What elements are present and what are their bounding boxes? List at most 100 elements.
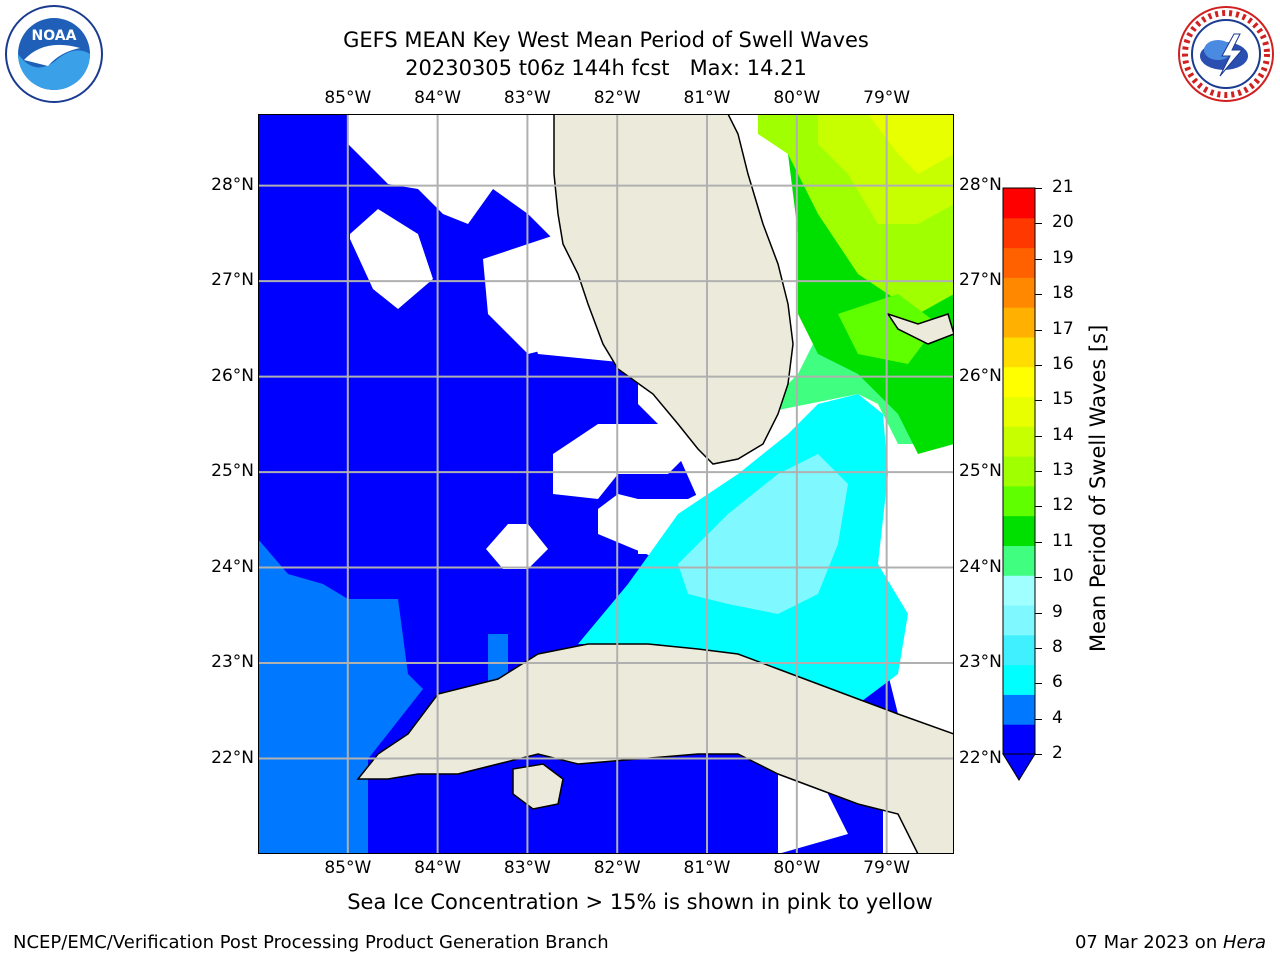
colorbar-segment bbox=[1003, 396, 1035, 427]
lon-tick-label-top: 84°W bbox=[414, 88, 462, 108]
colorbar-segment bbox=[1003, 426, 1035, 457]
colorbar-tick-label: 13 bbox=[1052, 460, 1074, 480]
swell-band-4-6 bbox=[258, 539, 423, 854]
colorbar-tick-mark bbox=[1035, 754, 1042, 755]
lat-tick-label-right: 25°N bbox=[959, 461, 1002, 482]
colorbar-tick-mark bbox=[1035, 612, 1042, 614]
lat-tick-label-right: 27°N bbox=[959, 270, 1002, 291]
colorbar-segment bbox=[1003, 247, 1035, 278]
mask-patch bbox=[778, 764, 848, 854]
colorbar-segment bbox=[1003, 485, 1035, 517]
footer-host: Hera bbox=[1222, 932, 1266, 953]
colorbar-segment bbox=[1003, 664, 1035, 695]
swell-band-11-12 bbox=[838, 294, 938, 364]
swell-band-4-6 bbox=[488, 634, 508, 684]
lat-tick-label-right: 28°N bbox=[959, 174, 1002, 195]
lon-tick-label-bottom: 83°W bbox=[503, 858, 551, 878]
lon-tick-label-top: 83°W bbox=[503, 88, 551, 108]
swell-band-8-9 bbox=[678, 454, 848, 614]
lon-tick-label-top: 79°W bbox=[863, 88, 911, 108]
colorbar-tick-label: 10 bbox=[1052, 566, 1074, 587]
colorbar bbox=[1002, 187, 1036, 781]
lon-tick-label-bottom: 80°W bbox=[773, 858, 821, 878]
lat-tick-label-left: 25°N bbox=[211, 461, 254, 482]
lon-tick-label-top: 82°W bbox=[593, 88, 641, 108]
colorbar-tick-label: 18 bbox=[1052, 283, 1074, 304]
colorbar-tick-label: 4 bbox=[1052, 707, 1063, 728]
colorbar-tick-mark bbox=[1035, 294, 1042, 296]
sea-ice-note: Sea Ice Concentration > 15% is shown in … bbox=[347, 890, 933, 914]
colorbar-segment bbox=[1003, 456, 1035, 487]
colorbar-tick-mark bbox=[1035, 541, 1042, 543]
colorbar-tick-label: 16 bbox=[1052, 353, 1074, 374]
colorbar-tick-mark bbox=[1035, 223, 1042, 225]
colorbar-tick-mark bbox=[1035, 471, 1042, 472]
colorbar-tick-label: 17 bbox=[1052, 318, 1074, 339]
colorbar-tick-label: 12 bbox=[1052, 495, 1074, 516]
colorbar-segment bbox=[1003, 515, 1035, 546]
colorbar-tick-mark bbox=[1035, 329, 1042, 331]
lat-tick-label-right: 22°N bbox=[959, 747, 1002, 768]
swell-band-13-14 bbox=[868, 114, 954, 174]
lon-tick-label-top: 80°W bbox=[773, 88, 821, 108]
lon-tick-label-bottom: 82°W bbox=[593, 858, 641, 878]
colorbar-segment bbox=[1003, 366, 1035, 398]
colorbar-segment bbox=[1003, 605, 1035, 636]
colorbar-segment bbox=[1003, 277, 1035, 308]
lat-tick-label-left: 27°N bbox=[211, 270, 254, 291]
chart-title-line2: 20230305 t06z 144h fcst Max: 14.21 bbox=[405, 56, 807, 80]
lat-tick-label-left: 23°N bbox=[211, 652, 254, 673]
lon-tick-label-top: 81°W bbox=[683, 88, 731, 108]
footer-date-text: 07 Mar 2023 on bbox=[1074, 932, 1223, 953]
colorbar-segment bbox=[1003, 575, 1035, 606]
colorbar-tick-mark bbox=[1035, 188, 1042, 189]
colorbar-tick-label: 9 bbox=[1052, 601, 1063, 622]
colorbar-extend-arrow bbox=[1002, 753, 1036, 781]
colorbar-tick-label: 2 bbox=[1052, 743, 1063, 763]
lat-tick-label-left: 24°N bbox=[211, 556, 254, 577]
colorbar-segment bbox=[1003, 634, 1035, 666]
isla-juventud-land bbox=[512, 763, 564, 810]
noaa-logo-text: NOAA bbox=[32, 28, 77, 44]
colorbar-tick-mark bbox=[1035, 258, 1042, 260]
colorbar-tick-mark bbox=[1035, 364, 1042, 366]
footer-date: 07 Mar 2023 on Hera bbox=[1075, 932, 1266, 953]
lon-tick-label-top: 85°W bbox=[324, 88, 372, 108]
colorbar-tick-mark bbox=[1035, 647, 1042, 649]
colorbar-tick-label: 15 bbox=[1052, 389, 1074, 410]
colorbar-segment bbox=[1003, 217, 1035, 249]
colorbar-segment bbox=[1003, 545, 1035, 576]
mask-patch bbox=[483, 234, 578, 354]
lon-tick-label-bottom: 79°W bbox=[863, 858, 911, 878]
lat-tick-label-left: 26°N bbox=[211, 365, 254, 386]
lat-tick-label-left: 22°N bbox=[211, 747, 254, 768]
colorbar-segment bbox=[1003, 724, 1035, 755]
mask-patch bbox=[350, 209, 433, 309]
colorbar-tick-label: 11 bbox=[1052, 530, 1074, 551]
colorbar-tick-label: 21 bbox=[1052, 177, 1074, 197]
colorbar-tick-mark bbox=[1035, 577, 1042, 579]
mask-patch bbox=[553, 424, 698, 499]
noaa-logo: NOAA bbox=[4, 4, 104, 104]
mask-patch bbox=[486, 524, 548, 569]
colorbar-tick-mark bbox=[1035, 400, 1042, 402]
colorbar-tick-mark bbox=[1035, 718, 1042, 720]
colorbar-tick-label: 8 bbox=[1052, 636, 1063, 657]
colorbar-segment bbox=[1003, 694, 1035, 725]
colorbar-tick-label: 14 bbox=[1052, 424, 1074, 445]
map-panel bbox=[257, 113, 958, 855]
lat-tick-label-right: 24°N bbox=[959, 556, 1002, 577]
colorbar-tick-mark bbox=[1035, 435, 1042, 437]
map-canvas bbox=[257, 113, 958, 855]
colorbar-segment bbox=[1003, 188, 1035, 219]
lon-tick-label-bottom: 85°W bbox=[324, 858, 372, 878]
colorbar-tick-label: 6 bbox=[1052, 672, 1063, 693]
chart-title-line1: GEFS MEAN Key West Mean Period of Swell … bbox=[343, 28, 869, 52]
lon-tick-label-bottom: 84°W bbox=[414, 858, 462, 878]
lat-tick-label-left: 28°N bbox=[211, 174, 254, 195]
colorbar-tick-mark bbox=[1035, 683, 1042, 685]
nws-logo bbox=[1176, 4, 1276, 104]
footer-branch: NCEP/EMC/Verification Post Processing Pr… bbox=[13, 932, 609, 953]
colorbar-segment bbox=[1003, 307, 1035, 338]
lat-tick-label-right: 26°N bbox=[959, 365, 1002, 386]
